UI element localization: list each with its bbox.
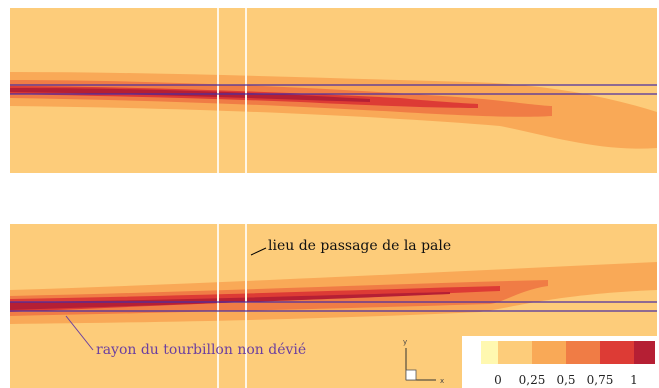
bottom-wake-core xyxy=(10,292,450,310)
legend-swatch-4 xyxy=(566,341,600,364)
legend-tick-2: 0,5 xyxy=(556,373,575,387)
bottom-panel: lieu de passage de la pale rayon du tour… xyxy=(10,224,659,388)
blade-passage-leader xyxy=(250,247,267,256)
top-panel xyxy=(10,8,657,173)
axis-triad: y x xyxy=(403,338,444,385)
top-wake-core xyxy=(10,88,370,102)
vortex-radius-label: rayon du tourbillon non dévié xyxy=(96,342,306,358)
legend-swatch-6 xyxy=(634,341,655,364)
vortex-radius-leader xyxy=(65,315,94,351)
legend-tick-1: 0,25 xyxy=(519,373,546,387)
legend-swatch-1 xyxy=(481,341,498,364)
legend-swatch-2 xyxy=(498,341,532,364)
legend-tick-4: 1 xyxy=(630,373,638,387)
blade-passage-label: lieu de passage de la pale xyxy=(268,238,451,254)
legend-swatch-5 xyxy=(600,341,634,364)
axis-x-label: x xyxy=(440,377,444,385)
colorbar-legend: 0 0,25 0,5 0,75 1 xyxy=(462,336,659,388)
legend-tick-0: 0 xyxy=(494,373,502,387)
legend-tick-3: 0,75 xyxy=(587,373,614,387)
axis-origin-box xyxy=(405,369,417,381)
legend-swatch-3 xyxy=(532,341,566,364)
axis-y-label: y xyxy=(403,338,407,346)
